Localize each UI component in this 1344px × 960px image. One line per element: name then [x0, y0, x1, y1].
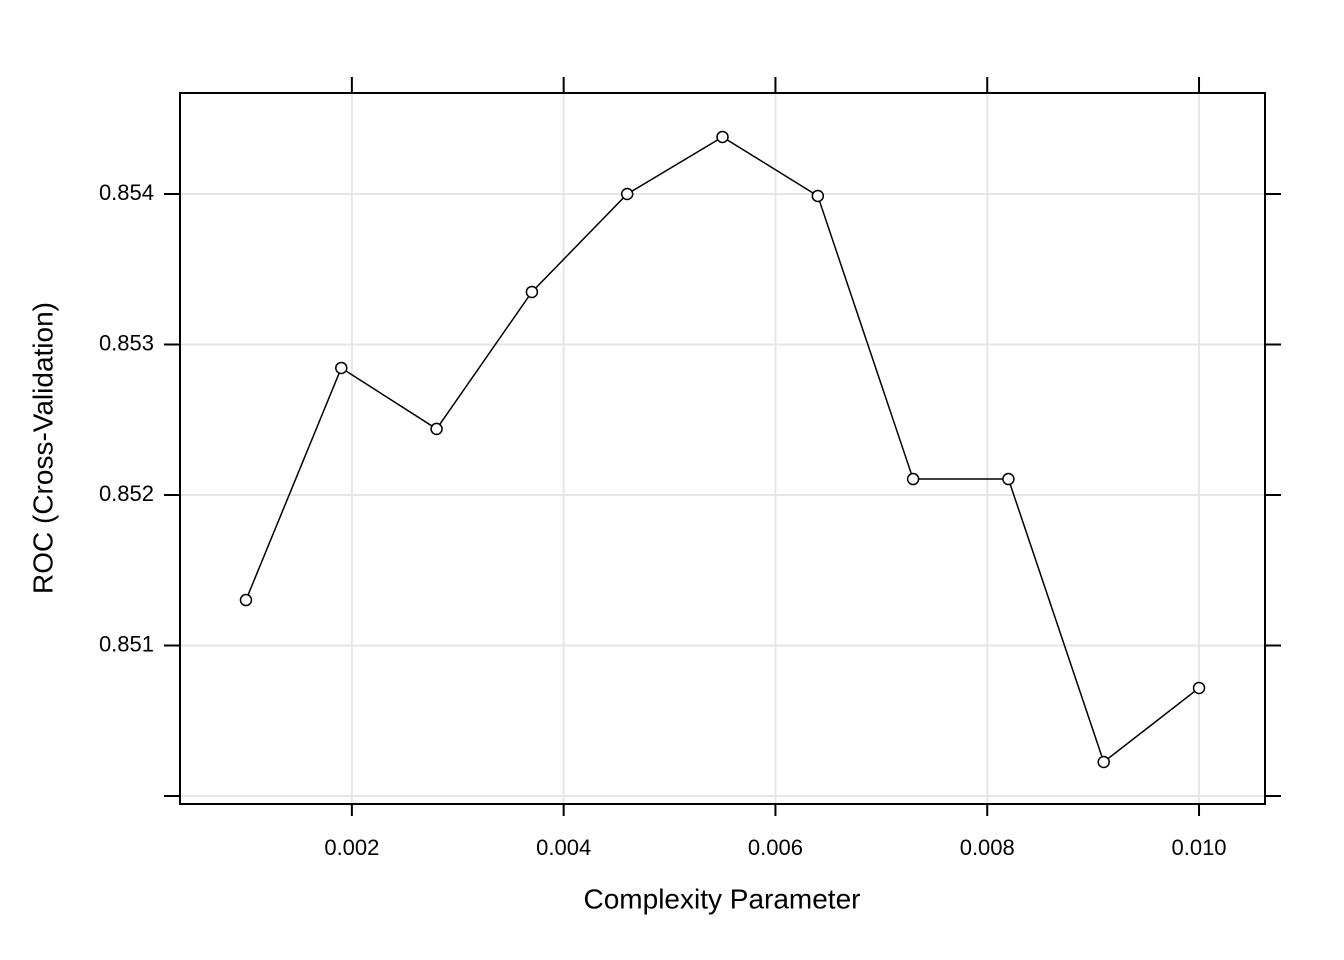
plot-frame: [179, 92, 1266, 805]
point: [716, 130, 729, 144]
point: [906, 472, 920, 486]
series-line: [245, 136, 1200, 764]
x-tick-label: 0.004: [536, 835, 591, 860]
point: [430, 422, 443, 436]
y-tick-label: 0.852: [99, 481, 154, 506]
point: [811, 189, 825, 203]
point: [1097, 755, 1110, 769]
point: [335, 361, 348, 375]
point: [1192, 681, 1206, 695]
point: [1002, 472, 1015, 486]
point: [620, 187, 634, 201]
point: [239, 593, 253, 607]
x-tick-label: 0.002: [324, 835, 379, 860]
x-axis-label: Complexity Parameter: [584, 883, 861, 914]
x-tick-label: 0.008: [960, 835, 1015, 860]
x-tick-label: 0.010: [1171, 835, 1226, 860]
y-tick-label: 0.854: [99, 180, 154, 205]
y-axis-label: ROC (Cross-Validation): [27, 302, 58, 594]
y-tick-label: 0.853: [99, 330, 154, 355]
point: [525, 285, 539, 299]
y-tick-label: 0.851: [99, 631, 154, 656]
x-tick-label: 0.006: [748, 835, 803, 860]
